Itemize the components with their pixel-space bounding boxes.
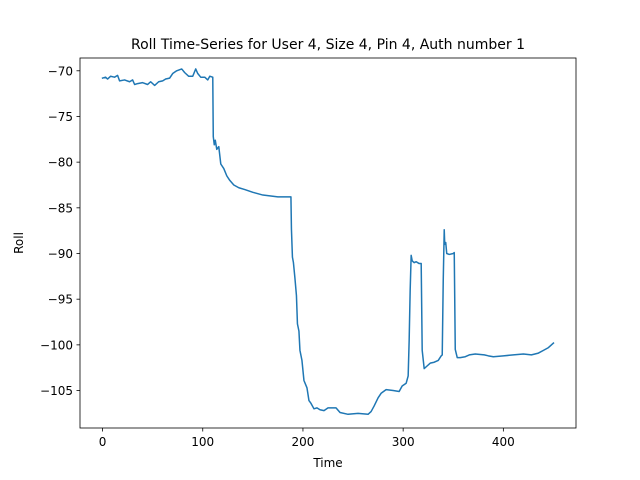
y-tick-label: −75 xyxy=(48,110,73,124)
y-tick-label: −95 xyxy=(48,293,73,307)
y-axis-ticks: −70 −75 −80 −85 −90 −95 −100 −105 xyxy=(40,64,80,398)
x-tick-label: 400 xyxy=(492,435,515,449)
series-line-1 xyxy=(101,68,555,416)
y-tick-label: −90 xyxy=(48,247,73,261)
x-tick-label: 300 xyxy=(392,435,415,449)
x-axis-ticks: 0 100 200 300 400 xyxy=(99,428,515,449)
y-axis-label: Roll xyxy=(12,232,26,254)
y-tick-label: −105 xyxy=(40,384,73,398)
x-tick-label: 0 xyxy=(99,435,107,449)
x-tick-label: 200 xyxy=(291,435,314,449)
x-axis-label: Time xyxy=(312,456,342,470)
x-tick-label: 100 xyxy=(191,435,214,449)
y-tick-label: −85 xyxy=(48,201,73,215)
axes-layer xyxy=(79,57,577,429)
chart-title: Roll Time-Series for User 4, Size 4, Pin… xyxy=(131,37,525,53)
plot-area xyxy=(80,58,576,428)
plot-frame xyxy=(79,57,577,429)
y-tick-label: −70 xyxy=(48,64,73,78)
y-tick-label: −80 xyxy=(48,156,73,170)
y-tick-label: −100 xyxy=(40,338,73,352)
series-layer xyxy=(101,68,555,416)
